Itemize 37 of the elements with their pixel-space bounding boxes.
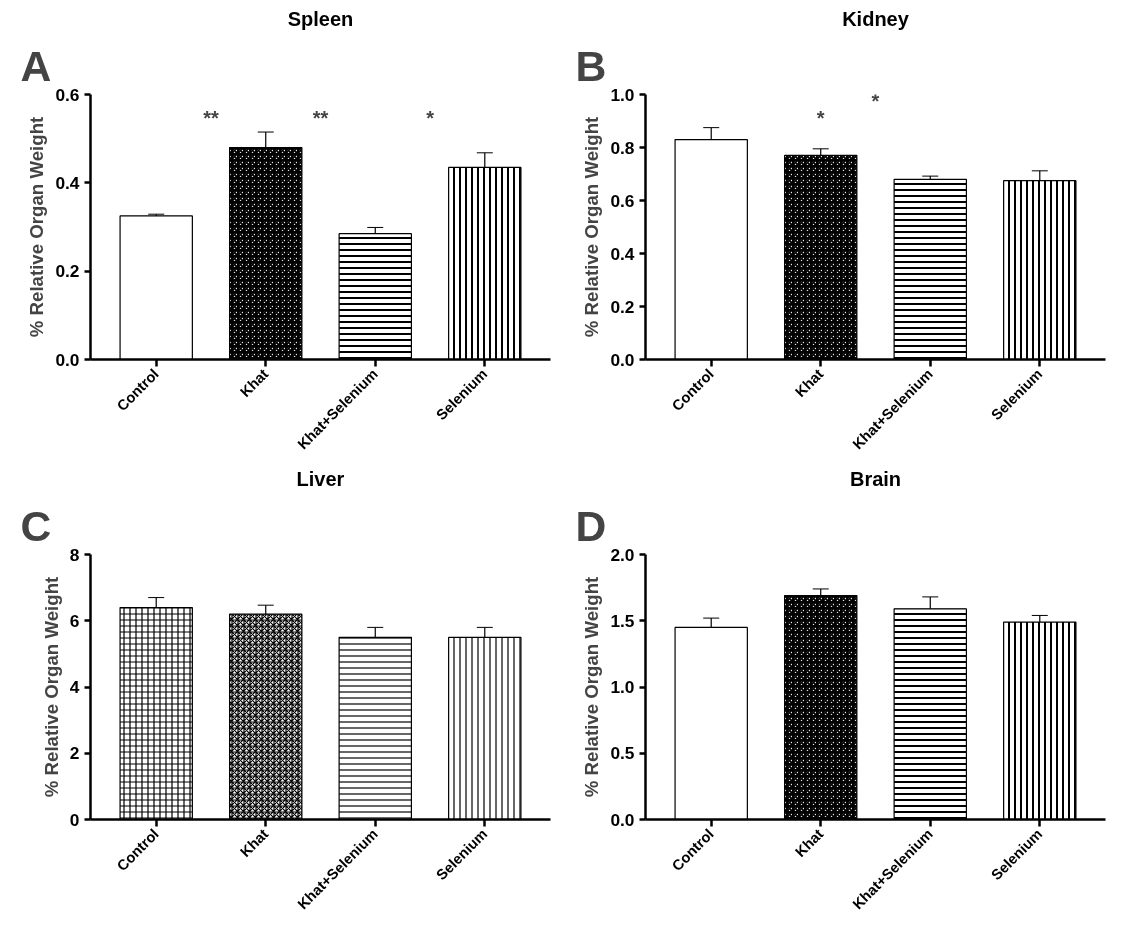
- y-tick-label: 8: [69, 544, 80, 565]
- chart-title: Brain: [849, 467, 902, 490]
- y-tick-label: 2: [69, 743, 80, 764]
- y-axis-title: % Relative Organ Weight: [26, 116, 48, 338]
- y-axis-title: % Relative Organ Weight: [581, 116, 603, 338]
- chart-title: Spleen: [287, 7, 354, 30]
- annotation: *: [816, 107, 825, 130]
- chart-title: Liver: [296, 467, 345, 490]
- text: D: [575, 501, 607, 550]
- y-tick-label: 6: [69, 610, 80, 631]
- annotation: **: [203, 107, 219, 130]
- annotation: *: [871, 90, 880, 113]
- y-tick-label: 0.0: [55, 349, 80, 370]
- y-tick-label: 0.6: [610, 190, 635, 211]
- y-tick-label: 0.5: [610, 743, 635, 764]
- text: C: [20, 501, 52, 550]
- chart-title: Kidney: [842, 7, 910, 30]
- y-axis-title: % Relative Organ Weight: [40, 576, 62, 798]
- y-tick-label: 0.0: [610, 349, 635, 370]
- annotation: *: [426, 107, 435, 130]
- text: A: [20, 41, 52, 90]
- y-tick-label: 0.2: [55, 261, 80, 282]
- y-tick-label: 0.0: [610, 809, 635, 830]
- y-tick-label: 4: [69, 677, 80, 697]
- y-tick-label: 2.0: [610, 544, 635, 565]
- y-tick-label: 1.0: [610, 84, 635, 105]
- y-tick-label: 0.6: [55, 84, 80, 105]
- y-axis-title: % Relative Organ Weight: [581, 576, 603, 798]
- y-tick-label: 1.0: [610, 677, 635, 697]
- y-tick-label: 0.4: [55, 172, 80, 193]
- text: B: [575, 41, 607, 90]
- y-tick-label: 0.4: [610, 243, 635, 264]
- y-tick-label: 1.5: [610, 610, 635, 631]
- y-tick-label: 0.2: [610, 296, 635, 317]
- y-tick-label: 0: [69, 809, 80, 830]
- annotation: **: [312, 107, 329, 130]
- y-tick-label: 0.8: [610, 137, 635, 158]
